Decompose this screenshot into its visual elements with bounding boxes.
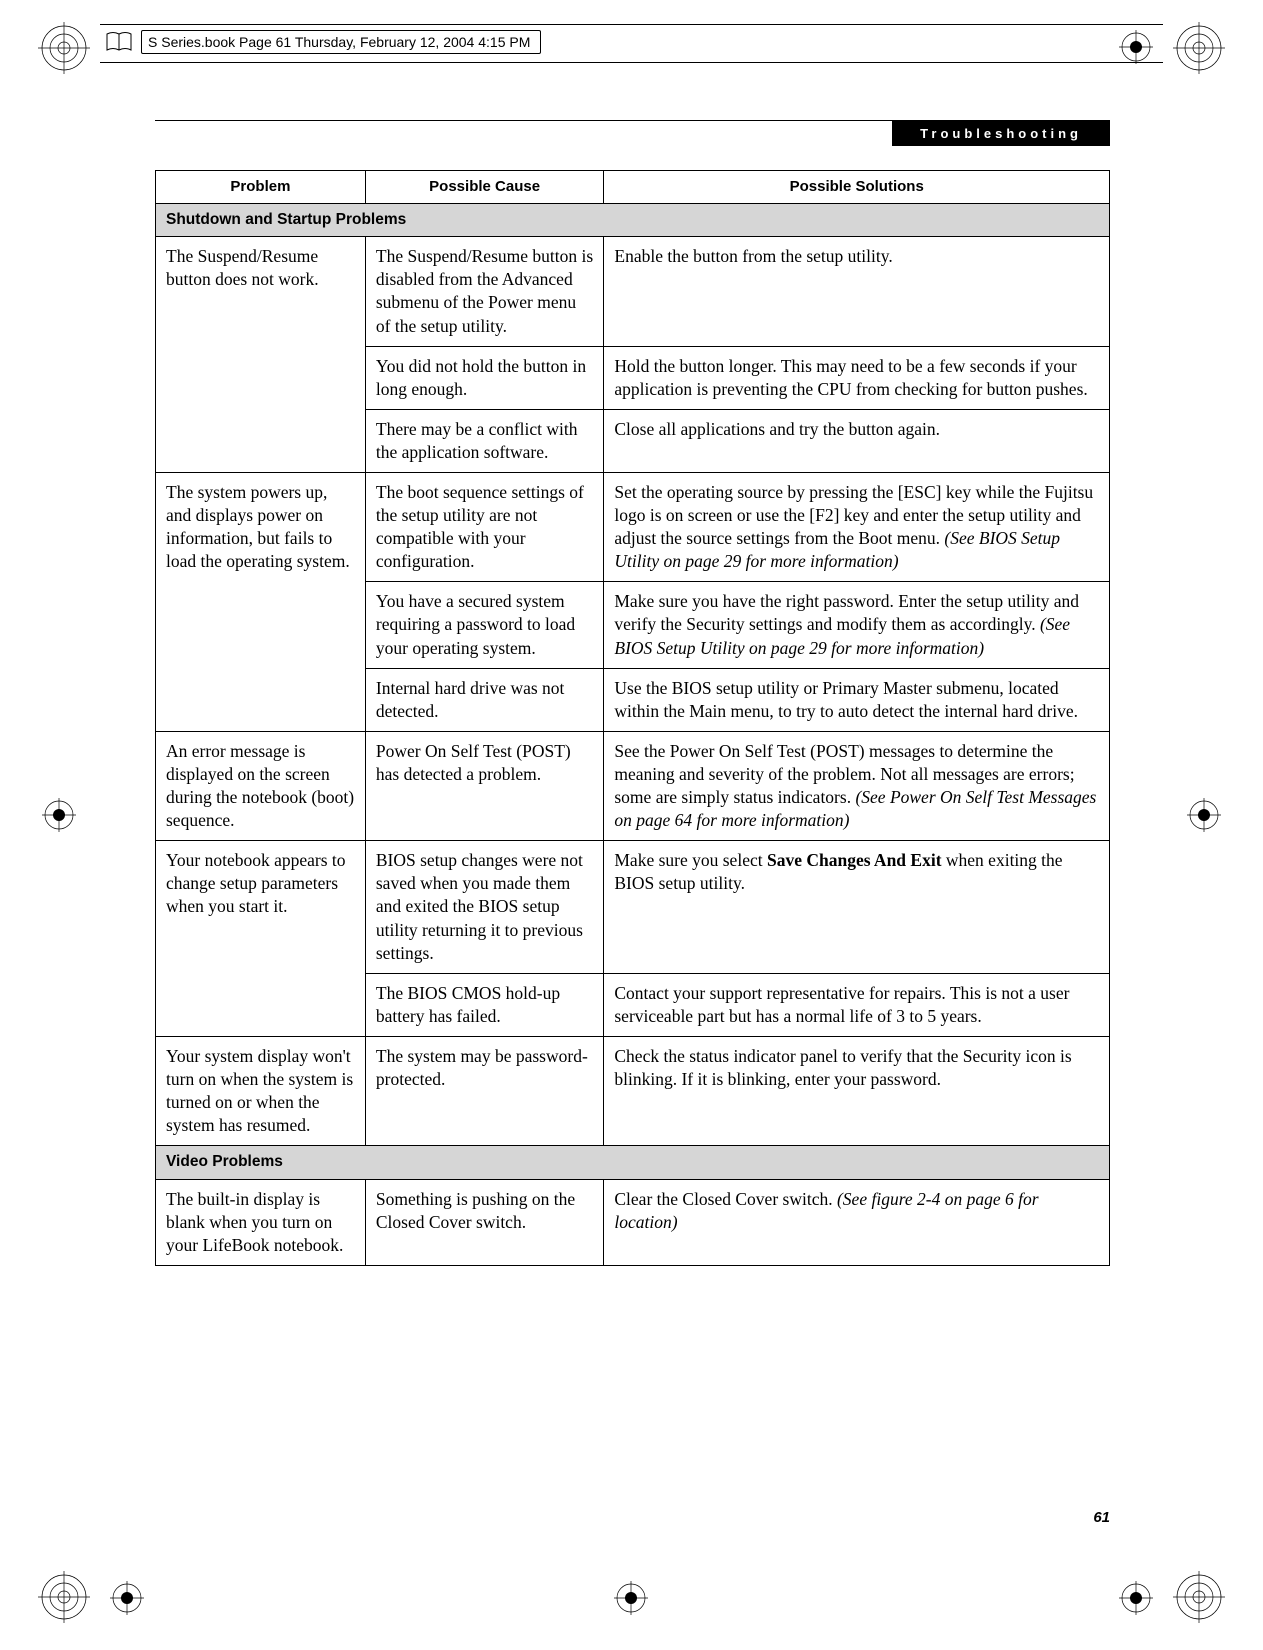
cell-solution: Contact your support representative for … (604, 973, 1110, 1036)
header-rule (100, 24, 1163, 25)
crop-mark-mid-right (1187, 798, 1221, 837)
table-row: The built-in display is blank when you t… (156, 1179, 1110, 1265)
cell-cause: Power On Self Test (POST) has detected a… (365, 731, 604, 840)
cell-cause: The boot sequence settings of the setup … (365, 473, 604, 582)
crop-mark-bottom-left-inner (110, 1581, 144, 1620)
cell-solution: Close all applications and try the butto… (604, 409, 1110, 472)
cell-solution: Check the status indicator panel to veri… (604, 1036, 1110, 1145)
cell-solution: See the Power On Self Test (POST) messag… (604, 731, 1110, 840)
cell-cause: The Suspend/Resume button is disabled fr… (365, 237, 604, 346)
cell-problem: The Suspend/Resume button does not work. (156, 237, 366, 473)
page-content: Troubleshooting Problem Possible Cause P… (155, 120, 1110, 1266)
cell-cause: Internal hard drive was not detected. (365, 668, 604, 731)
crop-mark-bottom-right (1173, 1571, 1225, 1628)
cell-cause: You did not hold the button in long enou… (365, 346, 604, 409)
cell-problem: Your system display won't turn on when t… (156, 1036, 366, 1145)
print-header: S Series.book Page 61 Thursday, February… (105, 30, 541, 54)
th-cause: Possible Cause (365, 171, 604, 204)
page-number: 61 (1093, 1509, 1110, 1526)
crop-mark-top-right-inner (1119, 30, 1153, 69)
table-row: The Suspend/Resume button does not work.… (156, 237, 1110, 346)
th-solution: Possible Solutions (604, 171, 1110, 204)
book-icon (105, 31, 133, 53)
cell-solution: Make sure you have the right password. E… (604, 582, 1110, 668)
crop-mark-top-right (1173, 22, 1225, 79)
cell-solution: Clear the Closed Cover switch. (See figu… (604, 1179, 1110, 1265)
th-problem: Problem (156, 171, 366, 204)
crop-mark-bottom-left (38, 1571, 90, 1628)
header-rule-2 (100, 62, 1163, 63)
table-row: An error message is displayed on the scr… (156, 731, 1110, 840)
cell-problem: The built-in display is blank when you t… (156, 1179, 366, 1265)
print-header-text: S Series.book Page 61 Thursday, February… (148, 34, 530, 50)
cell-cause: There may be a conflict with the applica… (365, 409, 604, 472)
table-section-row: Shutdown and Startup Problems (156, 203, 1110, 236)
table-row: The system powers up, and displays power… (156, 473, 1110, 582)
table-section-title: Shutdown and Startup Problems (156, 203, 1110, 236)
table-section-row: Video Problems (156, 1146, 1110, 1179)
cell-problem: The system powers up, and displays power… (156, 473, 366, 732)
cell-solution: Use the BIOS setup utility or Primary Ma… (604, 668, 1110, 731)
crop-mark-mid-left (42, 798, 76, 837)
cell-cause: Something is pushing on the Closed Cover… (365, 1179, 604, 1265)
cell-cause: BIOS setup changes were not saved when y… (365, 841, 604, 973)
crop-mark-top-left (38, 22, 90, 79)
cell-cause: The system may be password-protected. (365, 1036, 604, 1145)
table-header-row: Problem Possible Cause Possible Solution… (156, 171, 1110, 204)
cell-solution: Set the operating source by pressing the… (604, 473, 1110, 582)
cell-cause: The BIOS CMOS hold-up battery has failed… (365, 973, 604, 1036)
table-row: Your notebook appears to change setup pa… (156, 841, 1110, 973)
troubleshooting-table: Problem Possible Cause Possible Solution… (155, 170, 1110, 1266)
table-section-title: Video Problems (156, 1146, 1110, 1179)
cell-solution: Enable the button from the setup utility… (604, 237, 1110, 346)
section-tab: Troubleshooting (892, 121, 1110, 146)
cell-solution: Hold the button longer. This may need to… (604, 346, 1110, 409)
crop-mark-bottom-right-inner (1119, 1581, 1153, 1620)
crop-mark-bottom-center (614, 1581, 648, 1620)
cell-cause: You have a secured system requiring a pa… (365, 582, 604, 668)
cell-solution: Make sure you select Save Changes And Ex… (604, 841, 1110, 973)
cell-problem: An error message is displayed on the scr… (156, 731, 366, 840)
cell-problem: Your notebook appears to change setup pa… (156, 841, 366, 1037)
table-row: Your system display won't turn on when t… (156, 1036, 1110, 1145)
